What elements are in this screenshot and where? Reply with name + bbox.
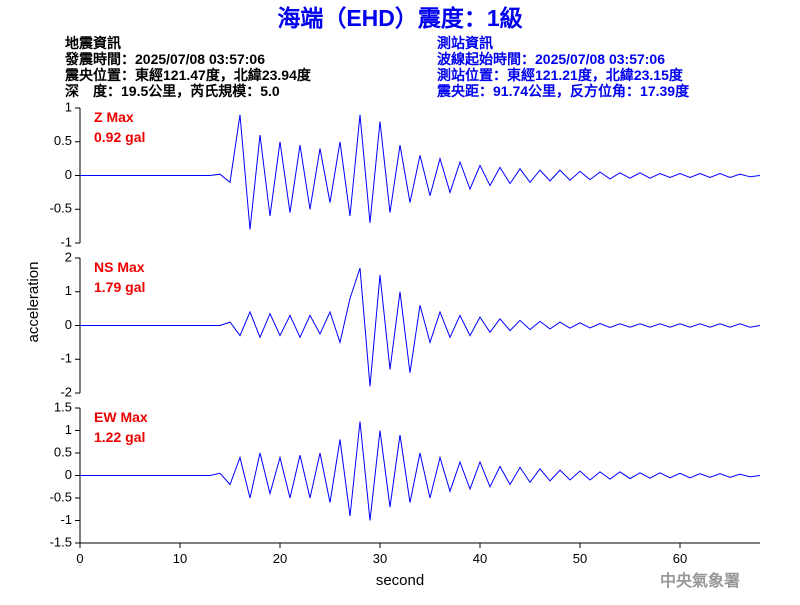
y-axis-label: acceleration: [25, 262, 42, 343]
y-tick-label: -1.5: [50, 534, 72, 549]
x-tick-label: 10: [173, 551, 187, 566]
info-left: 地震資訊: [65, 35, 121, 51]
y-tick-label: -1: [60, 351, 72, 366]
x-tick-label: 50: [573, 551, 587, 566]
info-right: 測站資訊: [437, 35, 493, 51]
y-tick-label: 0: [65, 167, 72, 182]
y-tick-label: -2: [60, 384, 72, 399]
y-tick-label: 0.5: [54, 444, 72, 459]
waveform: [80, 421, 761, 521]
x-tick-label: 40: [473, 551, 487, 566]
info-right: 震央距：91.74公里，反方位角：17.39度: [436, 83, 690, 99]
info-right: 測站位置：東經121.21度，北緯23.15度: [437, 67, 684, 83]
annotation: 0.92 gal: [94, 129, 145, 145]
y-tick-label: -0.5: [50, 201, 72, 216]
y-tick-label: 2: [65, 249, 72, 264]
y-tick-label: 0: [65, 317, 72, 332]
x-tick-label: 60: [673, 551, 687, 566]
annotation: EW Max: [94, 409, 148, 425]
y-tick-label: -1: [60, 234, 72, 249]
y-tick-label: 1.5: [54, 399, 72, 414]
y-tick-label: 0.5: [54, 133, 72, 148]
y-tick-label: 1: [65, 422, 72, 437]
y-tick-label: -1: [60, 512, 72, 527]
annotation: Z Max: [94, 109, 134, 125]
annotation: 1.22 gal: [94, 429, 145, 445]
y-tick-label: 1: [65, 283, 72, 298]
x-axis-label: second: [376, 572, 424, 589]
y-tick-label: 1: [65, 99, 72, 114]
y-tick-label: 0: [65, 467, 72, 482]
info-left: 深 度：19.5公里，芮氏規模：5.0: [65, 83, 280, 99]
info-left: 震央位置：東經121.47度，北緯23.94度: [64, 67, 312, 83]
footer: 中央氣象署: [660, 571, 740, 590]
y-tick-label: -0.5: [50, 489, 72, 504]
waveform: [80, 114, 761, 230]
x-tick-label: 30: [373, 551, 387, 566]
info-left: 發震時間：2025/07/08 03:57:06: [64, 51, 265, 67]
info-right: 波線起始時間：2025/07/08 03:57:06: [437, 51, 665, 67]
chart-title: 海端（EHD）震度：1級: [277, 5, 522, 31]
x-tick-label: 20: [273, 551, 287, 566]
waveform: [80, 267, 761, 387]
annotation: NS Max: [94, 259, 145, 275]
x-tick-label: 0: [76, 551, 83, 566]
annotation: 1.79 gal: [94, 279, 145, 295]
